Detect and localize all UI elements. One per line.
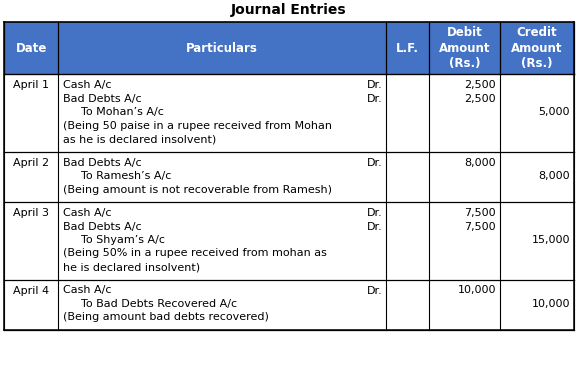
Text: 7,500: 7,500 — [464, 208, 496, 218]
Text: (Being 50% in a rupee received from mohan as: (Being 50% in a rupee received from moha… — [63, 249, 327, 259]
Text: To Mohan’s A/c: To Mohan’s A/c — [81, 107, 164, 117]
Text: Dr.: Dr. — [367, 208, 383, 218]
Bar — [4, 151, 574, 202]
Text: Dr.: Dr. — [367, 221, 383, 231]
Text: he is declared insolvent): he is declared insolvent) — [63, 262, 200, 272]
Text: 15,000: 15,000 — [532, 235, 570, 245]
Text: 5,000: 5,000 — [539, 107, 570, 117]
Text: To Shyam’s A/c: To Shyam’s A/c — [81, 235, 165, 245]
Text: April 3: April 3 — [13, 208, 49, 218]
Text: as he is declared insolvent): as he is declared insolvent) — [63, 134, 216, 144]
Text: Bad Debts A/c: Bad Debts A/c — [63, 93, 142, 103]
Text: Dr.: Dr. — [367, 158, 383, 168]
Text: Dr.: Dr. — [367, 93, 383, 103]
Text: To Ramesh’s A/c: To Ramesh’s A/c — [81, 171, 172, 181]
Text: Cash A/c: Cash A/c — [63, 80, 112, 90]
Text: To Bad Debts Recovered A/c: To Bad Debts Recovered A/c — [81, 299, 238, 309]
Text: Credit
Amount
(Rs.): Credit Amount (Rs.) — [511, 26, 563, 70]
Text: 2,500: 2,500 — [464, 93, 496, 103]
Text: Cash A/c: Cash A/c — [63, 208, 112, 218]
Text: (Being amount is not recoverable from Ramesh): (Being amount is not recoverable from Ra… — [63, 184, 332, 194]
Text: (Being 50 paise in a rupee received from Mohan: (Being 50 paise in a rupee received from… — [63, 121, 332, 130]
Bar — [4, 202, 574, 280]
Text: Bad Debts A/c: Bad Debts A/c — [63, 158, 142, 168]
Text: Particulars: Particulars — [186, 42, 258, 54]
Text: Dr.: Dr. — [367, 286, 383, 296]
Text: Date: Date — [16, 42, 47, 54]
Text: 10,000: 10,000 — [532, 299, 570, 309]
Text: Bad Debts A/c: Bad Debts A/c — [63, 221, 142, 231]
Text: 8,000: 8,000 — [464, 158, 496, 168]
Text: April 2: April 2 — [13, 158, 49, 168]
Text: Debit
Amount
(Rs.): Debit Amount (Rs.) — [439, 26, 490, 70]
Bar — [4, 22, 574, 74]
Text: 10,000: 10,000 — [457, 286, 496, 296]
Text: 2,500: 2,500 — [464, 80, 496, 90]
Text: Cash A/c: Cash A/c — [63, 286, 112, 296]
Text: April 1: April 1 — [13, 80, 49, 90]
Text: 8,000: 8,000 — [538, 171, 570, 181]
Text: Journal Entries: Journal Entries — [231, 3, 347, 17]
Text: L.F.: L.F. — [396, 42, 419, 54]
Text: 7,500: 7,500 — [464, 221, 496, 231]
Text: Dr.: Dr. — [367, 80, 383, 90]
Bar — [4, 280, 574, 330]
Text: (Being amount bad debts recovered): (Being amount bad debts recovered) — [63, 312, 269, 322]
Text: April 4: April 4 — [13, 286, 49, 296]
Bar — [4, 74, 574, 151]
